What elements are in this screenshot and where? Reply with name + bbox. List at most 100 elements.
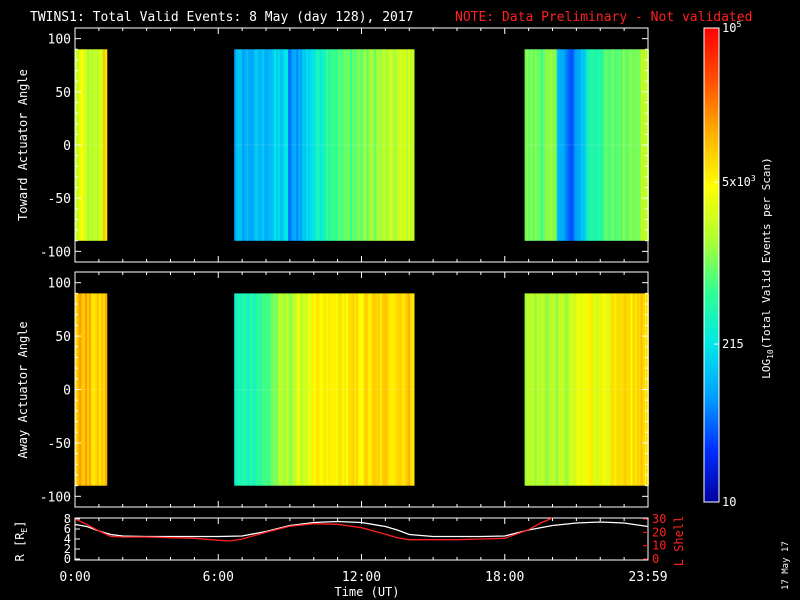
heatmap-column	[320, 49, 323, 241]
heatmap-column	[264, 293, 267, 486]
heatmap-column	[272, 293, 275, 486]
heatmap-column	[252, 49, 255, 241]
heatmap-column	[598, 49, 601, 241]
heatmap-column	[328, 49, 331, 241]
heatmap-column	[340, 293, 343, 486]
heatmap-column	[544, 293, 547, 486]
heatmap-column	[284, 49, 287, 241]
heatmap-column	[542, 49, 545, 241]
x-axis-label: Time (UT)	[334, 585, 399, 599]
heatmap-column	[608, 293, 611, 486]
heatmap-column	[270, 293, 273, 486]
y-tick-label: 50	[55, 86, 71, 101]
heatmap-column	[606, 293, 609, 486]
heatmap-column	[234, 49, 237, 241]
heatmap-column	[578, 49, 581, 241]
heatmap-column	[380, 293, 383, 486]
heatmap-column	[312, 293, 315, 486]
heatmap-column	[91, 49, 94, 241]
heatmap-column	[240, 49, 243, 241]
heatmap-column	[282, 49, 285, 241]
x-tick-label: 6:00	[203, 570, 234, 585]
heatmap-column	[550, 49, 553, 241]
heatmap-column	[244, 293, 247, 486]
x-tick-label: 0:00	[59, 570, 90, 585]
heatmap-column	[316, 293, 319, 486]
heatmap-column	[610, 293, 613, 486]
heatmap-column	[640, 49, 643, 241]
heatmap-column	[354, 293, 357, 486]
heatmap-column	[634, 49, 637, 241]
heatmap-column	[564, 49, 567, 241]
heatmap-column	[398, 49, 401, 241]
heatmap-column	[602, 49, 605, 241]
heatmap-column	[620, 293, 623, 486]
heatmap-column	[618, 49, 621, 241]
heatmap-column	[372, 293, 375, 486]
heatmap-column	[632, 293, 635, 486]
heatmap-column	[608, 49, 611, 241]
heatmap-column	[105, 293, 108, 486]
orbit-right-tick-label: 10	[652, 539, 666, 553]
radius-ylabel-sub: E	[20, 528, 29, 533]
heatmap-column	[562, 293, 565, 486]
heatmap-column	[258, 49, 261, 241]
heatmap-column	[290, 293, 293, 486]
colorbar-gradient	[703, 27, 720, 503]
heatmap-column	[258, 293, 261, 486]
heatmap-column	[103, 49, 106, 241]
heatmap-column	[596, 49, 599, 241]
heatmap-column	[356, 49, 359, 241]
heatmap-column	[324, 49, 327, 241]
y-tick-label: 100	[48, 277, 71, 292]
y-tick-label: -100	[40, 490, 71, 505]
heatmap-column	[278, 49, 281, 241]
heatmap-column	[238, 49, 241, 241]
heatmap-column	[386, 293, 389, 486]
heatmap-column	[238, 293, 241, 486]
heatmap-column	[336, 293, 339, 486]
heatmap-column	[254, 293, 257, 486]
y-tick-label: -50	[48, 437, 71, 452]
heatmap-column	[250, 49, 253, 241]
heatmap-column	[382, 49, 385, 241]
heatmap-column	[362, 293, 365, 486]
heatmap-column	[332, 293, 335, 486]
heatmap-column	[588, 49, 591, 241]
heatmap-column	[282, 293, 285, 486]
heatmap-column	[540, 49, 543, 241]
heatmap-column	[370, 293, 373, 486]
heatmap-column	[250, 293, 253, 486]
heatmap-column	[574, 49, 577, 241]
heatmap-column	[103, 293, 106, 486]
heatmap-column	[410, 293, 413, 486]
chart-title: TWINS1: Total Valid Events: 8 May (day 1…	[30, 10, 414, 25]
heatmap-column	[546, 293, 549, 486]
orbit-left-tick-label: 0	[64, 552, 71, 566]
heatmap-column	[570, 49, 573, 241]
heatmap-column	[410, 49, 413, 241]
heatmap-column	[234, 293, 237, 486]
orbit-left-tick-label: 8	[64, 512, 71, 526]
x-tick-label: 12:00	[342, 570, 381, 585]
heatmap-column	[396, 293, 399, 486]
heatmap-column	[378, 49, 381, 241]
heatmap-column	[402, 293, 405, 486]
data-interval-block	[524, 49, 649, 241]
heatmap-column	[638, 49, 641, 241]
heatmap-column	[298, 49, 301, 241]
heatmap-column	[93, 293, 96, 486]
heatmap-column	[324, 293, 327, 486]
heatmap-column	[538, 49, 541, 241]
heatmap-column	[248, 293, 251, 486]
heatmap-column	[558, 293, 561, 486]
heatmap-column	[570, 293, 573, 486]
heatmap-column	[398, 293, 401, 486]
heatmap-column	[578, 293, 581, 486]
radius-line	[74, 520, 649, 538]
heatmap-column	[360, 293, 363, 486]
colorbar-label: LOG10(Total Valid Events per Scan)	[760, 157, 775, 379]
heatmap-column	[296, 49, 299, 241]
preliminary-note: NOTE: Data Preliminary - Not validated	[455, 10, 752, 25]
